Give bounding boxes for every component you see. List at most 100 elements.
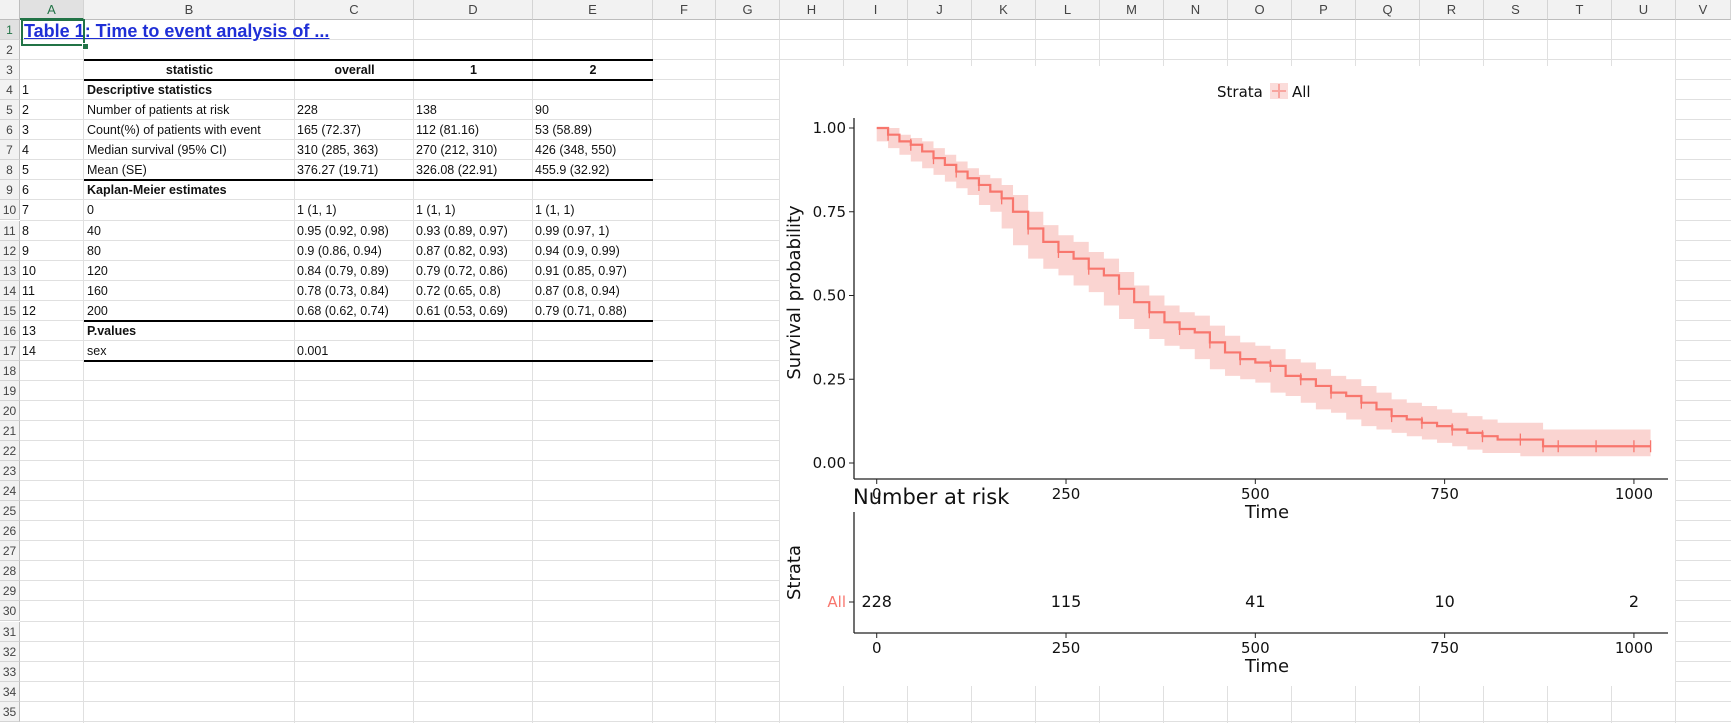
row-index-cell[interactable]: 7 [22, 203, 29, 218]
survival-plot-image[interactable]: Strata All 0.00 0.25 0.50 0.75 1.00 0 250 500 750 1… [780, 66, 1675, 686]
group-2-value-cell[interactable]: 426 (348, 550) [535, 143, 617, 158]
column-header-n[interactable]: N [1164, 0, 1228, 20]
statistic-cell[interactable]: 40 [87, 223, 101, 238]
row-index-cell[interactable]: 2 [22, 103, 29, 118]
table-header-group-1[interactable]: 1 [470, 63, 477, 78]
section-heading-cell[interactable]: P.values [87, 323, 137, 338]
group-1-value-cell[interactable]: 0.87 (0.82, 0.93) [416, 243, 508, 258]
statistic-cell[interactable]: Number of patients at risk [87, 103, 230, 118]
overall-value-cell[interactable]: 0.78 (0.73, 0.84) [297, 283, 389, 298]
group-2-value-cell[interactable]: 0.87 (0.8, 0.94) [535, 283, 620, 298]
statistic-cell[interactable]: 80 [87, 243, 101, 258]
row-header-8[interactable]: 8 [0, 160, 20, 181]
row-header-7[interactable]: 7 [0, 140, 20, 161]
overall-value-cell[interactable]: 310 (285, 363) [297, 143, 379, 158]
row-header-15[interactable]: 15 [0, 300, 20, 321]
group-1-value-cell[interactable]: 0.79 (0.72, 0.86) [416, 263, 508, 278]
column-header-t[interactable]: T [1548, 0, 1612, 20]
column-header-b[interactable]: B [84, 0, 295, 20]
column-header-a[interactable]: A [20, 0, 84, 20]
statistic-cell[interactable]: Mean (SE) [87, 163, 147, 178]
row-header-28[interactable]: 28 [0, 561, 20, 582]
overall-value-cell[interactable]: 0.95 (0.92, 0.98) [297, 223, 389, 238]
table-header-overall[interactable]: overall [334, 63, 375, 78]
table-header-group-2[interactable]: 2 [589, 63, 597, 78]
row-index-cell[interactable]: 6 [22, 183, 29, 198]
overall-value-cell[interactable]: 0.68 (0.62, 0.74) [297, 303, 389, 318]
table-header-statistic[interactable]: statistic [165, 63, 214, 78]
group-1-value-cell[interactable]: 112 (81.16) [416, 123, 480, 138]
group-1-value-cell[interactable]: 138 [416, 103, 437, 118]
section-heading-cell[interactable]: Kaplan-Meier estimates [87, 183, 227, 198]
row-header-3[interactable]: 3 [0, 60, 20, 81]
row-header-22[interactable]: 22 [0, 441, 20, 462]
group-2-value-cell[interactable]: 0.91 (0.85, 0.97) [535, 263, 627, 278]
row-header-18[interactable]: 18 [0, 360, 20, 381]
statistic-cell[interactable]: sex [87, 343, 107, 358]
row-header-25[interactable]: 25 [0, 501, 20, 522]
column-header-i[interactable]: I [844, 0, 908, 20]
row-header-9[interactable]: 9 [0, 180, 20, 201]
row-header-2[interactable]: 2 [0, 40, 20, 61]
row-index-cell[interactable]: 5 [22, 163, 29, 178]
row-header-11[interactable]: 11 [0, 220, 20, 241]
row-header-6[interactable]: 6 [0, 120, 20, 141]
column-header-h[interactable]: H [780, 0, 844, 20]
column-header-g[interactable]: G [716, 0, 780, 20]
group-1-value-cell[interactable]: 0.61 (0.53, 0.69) [416, 303, 508, 318]
overall-value-cell[interactable]: 228 [297, 103, 318, 118]
column-header-v[interactable]: V [1676, 0, 1731, 20]
fill-handle[interactable] [82, 43, 89, 50]
row-index-cell[interactable]: 9 [22, 243, 29, 258]
statistic-cell[interactable]: 200 [87, 303, 108, 318]
column-header-q[interactable]: Q [1356, 0, 1420, 20]
group-1-value-cell[interactable]: 0.93 (0.89, 0.97) [416, 223, 508, 238]
group-1-value-cell[interactable]: 326.08 (22.91) [416, 163, 498, 178]
row-index-cell[interactable]: 11 [22, 283, 35, 298]
row-header-29[interactable]: 29 [0, 581, 20, 602]
row-header-17[interactable]: 17 [0, 340, 20, 361]
row-header-10[interactable]: 10 [0, 200, 20, 221]
group-2-value-cell[interactable]: 0.94 (0.9, 0.99) [535, 243, 620, 258]
row-header-21[interactable]: 21 [0, 421, 20, 442]
row-header-19[interactable]: 19 [0, 380, 20, 401]
table-title-link[interactable]: Table 1: Time to event analysis of ... [24, 21, 330, 41]
row-index-cell[interactable]: 4 [22, 143, 29, 158]
column-header-k[interactable]: K [972, 0, 1036, 20]
active-cell-selection[interactable] [21, 19, 85, 46]
row-header-34[interactable]: 34 [0, 681, 20, 702]
overall-value-cell[interactable]: 376.27 (19.71) [297, 163, 379, 178]
row-header-20[interactable]: 20 [0, 400, 20, 421]
row-header-33[interactable]: 33 [0, 661, 20, 682]
row-header-23[interactable]: 23 [0, 461, 20, 482]
statistic-cell[interactable]: 160 [87, 283, 108, 298]
group-2-value-cell[interactable]: 1 (1, 1) [535, 203, 575, 218]
row-header-27[interactable]: 27 [0, 541, 20, 562]
row-header-5[interactable]: 5 [0, 100, 20, 121]
column-header-s[interactable]: S [1484, 0, 1548, 20]
row-index-cell[interactable]: 1 [22, 83, 29, 98]
row-header-14[interactable]: 14 [0, 280, 20, 301]
overall-value-cell[interactable]: 1 (1, 1) [297, 203, 337, 218]
group-2-value-cell[interactable]: 455.9 (32.92) [535, 163, 610, 178]
row-header-4[interactable]: 4 [0, 80, 20, 101]
column-header-j[interactable]: J [908, 0, 972, 20]
row-header-12[interactable]: 12 [0, 240, 20, 261]
column-header-c[interactable]: C [295, 0, 414, 20]
overall-value-cell[interactable]: 0.001 [297, 343, 329, 358]
row-index-cell[interactable]: 13 [22, 323, 36, 338]
overall-value-cell[interactable]: 0.84 (0.79, 0.89) [297, 263, 389, 278]
section-heading-cell[interactable]: Descriptive statistics [87, 83, 213, 98]
row-index-cell[interactable]: 12 [22, 303, 36, 318]
group-2-value-cell[interactable]: 90 [535, 103, 549, 118]
group-1-value-cell[interactable]: 1 (1, 1) [416, 203, 456, 218]
group-2-value-cell[interactable]: 0.79 (0.71, 0.88) [535, 303, 627, 318]
column-header-u[interactable]: U [1612, 0, 1676, 20]
row-header-16[interactable]: 16 [0, 320, 20, 341]
column-header-p[interactable]: P [1292, 0, 1356, 20]
group-1-value-cell[interactable]: 270 (212, 310) [416, 143, 498, 158]
row-index-cell[interactable]: 8 [22, 223, 29, 238]
column-header-m[interactable]: M [1100, 0, 1164, 20]
group-1-value-cell[interactable]: 0.72 (0.65, 0.8) [416, 283, 501, 298]
